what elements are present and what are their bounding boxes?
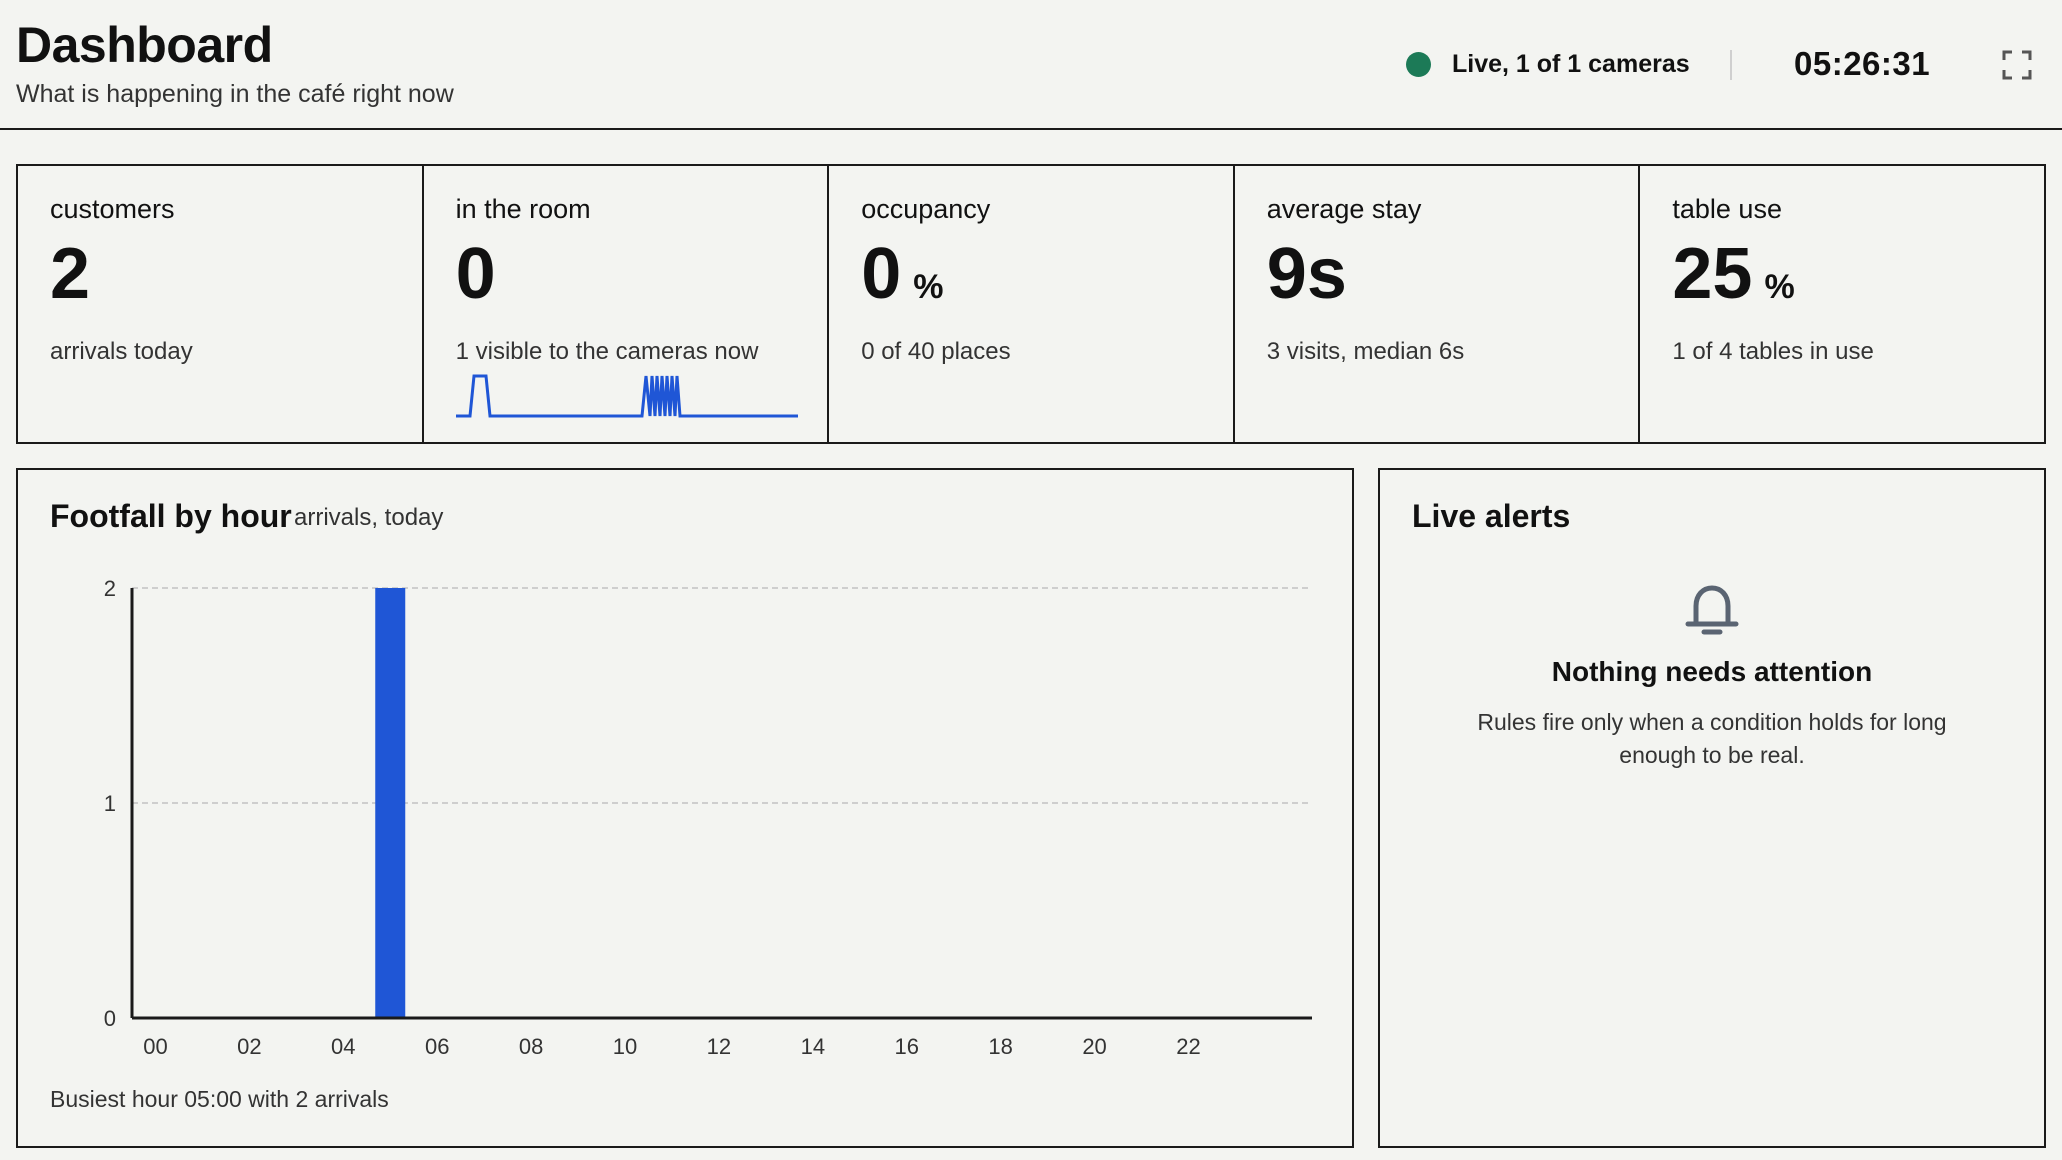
stat-detail: 3 visits, median 6s: [1266, 338, 1465, 365]
stat-number: 9s: [1266, 234, 1347, 314]
footfall-subtitle: arrivals, today: [294, 504, 444, 531]
stat-number: 2: [50, 234, 91, 314]
stat-detail: arrivals today: [50, 338, 193, 365]
fullscreen-icon[interactable]: [2002, 50, 2032, 80]
stat-detail: 1 of 4 tables in use: [1672, 338, 1874, 365]
x-tick-label: 08: [519, 1034, 543, 1059]
stat-number: 0: [455, 234, 496, 314]
live-status-dot: [1406, 52, 1431, 77]
x-tick-label: 04: [331, 1034, 355, 1059]
stats-row: customers 2 arrivals today in the room 0…: [16, 164, 2046, 444]
presence-sparkline: [455, 374, 798, 418]
clock: 05:26:31: [1794, 45, 1931, 82]
x-tick-label: 10: [613, 1034, 637, 1059]
alerts-panel: Live alerts Nothing needs attention Rule…: [1378, 468, 2046, 1148]
x-tick-label: 22: [1176, 1034, 1200, 1059]
x-tick-label: 12: [707, 1034, 731, 1059]
stat-in-the-room: in the room 0 1 visible to the cameras n…: [424, 166, 830, 442]
stat-average-stay: average stay 9s 3 visits, median 6s: [1235, 166, 1641, 442]
x-tick-label: 20: [1082, 1034, 1106, 1059]
stat-detail: 1 visible to the cameras now: [455, 338, 759, 365]
stat-unit: %: [1764, 268, 1795, 306]
footfall-footnote: Busiest hour 05:00 with 2 arrivals: [50, 1086, 389, 1112]
stat-value: 25%: [1672, 238, 1794, 310]
stat-label: in the room: [455, 194, 591, 224]
y-tick-label: 0: [104, 1006, 116, 1031]
stat-value: 2: [50, 238, 90, 310]
stat-occupancy: occupancy 0% 0 of 40 places: [829, 166, 1235, 442]
x-tick-label: 16: [895, 1034, 919, 1059]
stat-label: customers: [50, 194, 175, 224]
bell-icon: [1682, 582, 1742, 638]
x-tick-label: 00: [143, 1034, 167, 1059]
stat-label: occupancy: [861, 194, 991, 224]
header: Dashboard What is happening in the café …: [0, 0, 2062, 130]
stat-label: table use: [1672, 194, 1782, 224]
stat-number: 25: [1672, 234, 1753, 314]
page-title: Dashboard: [16, 17, 273, 73]
page-subtitle: What is happening in the café right now: [16, 80, 454, 108]
stat-value: 0: [456, 238, 496, 310]
live-status-text: Live, 1 of 1 cameras: [1452, 50, 1690, 78]
alert-body: Rules fire only when a condition holds f…: [1477, 709, 1947, 768]
y-tick-label: 2: [104, 576, 116, 601]
x-tick-label: 02: [237, 1034, 261, 1059]
x-tick-label: 18: [988, 1034, 1012, 1059]
x-tick-label: 14: [801, 1034, 825, 1059]
header-divider: [1730, 50, 1732, 80]
stat-table-use: table use 25% 1 of 4 tables in use: [1640, 166, 2044, 442]
x-tick-label: 06: [425, 1034, 449, 1059]
stat-value: 9s: [1267, 238, 1347, 310]
alert-heading: Nothing needs attention: [1551, 656, 1873, 687]
stat-number: 0: [861, 234, 902, 314]
stat-unit: %: [913, 268, 944, 306]
stat-value: 0%: [861, 238, 943, 310]
footfall-panel: Footfall by hour arrivals, today 0 1 2 00 02…: [16, 468, 1354, 1148]
bar-05: [375, 588, 406, 1018]
stat-customers: customers 2 arrivals today: [18, 166, 424, 442]
stat-detail: 0 of 40 places: [861, 338, 1011, 365]
footfall-title: Footfall by hour: [50, 498, 292, 534]
stat-label: average stay: [1266, 194, 1422, 224]
alerts-title: Live alerts: [1412, 498, 1571, 534]
y-tick-label: 1: [104, 791, 116, 816]
